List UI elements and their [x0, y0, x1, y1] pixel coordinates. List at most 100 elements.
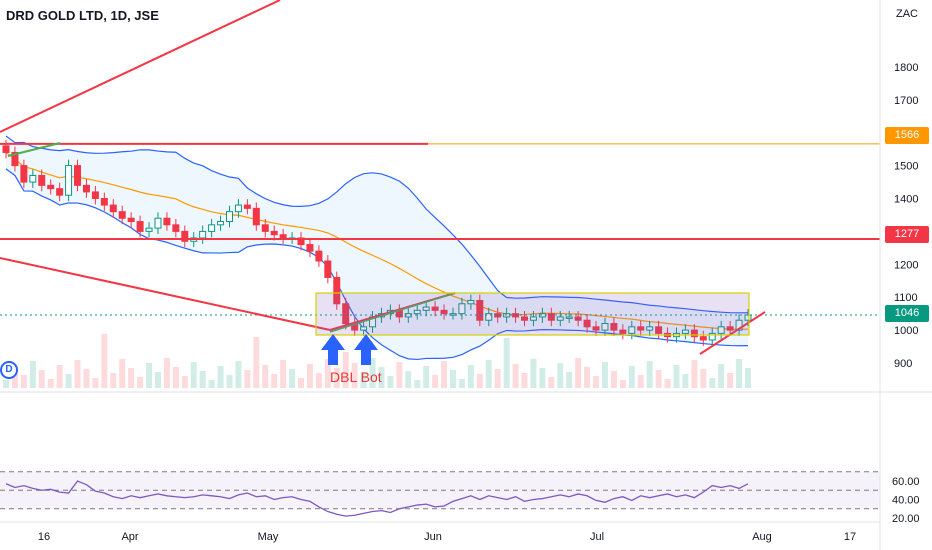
- volume-bar: [548, 377, 555, 388]
- volume-bar: [387, 376, 394, 388]
- volume-bar: [110, 373, 117, 388]
- volume-bar: [3, 380, 9, 388]
- candle: [324, 260, 332, 278]
- price-tick-label: 900: [894, 358, 912, 370]
- volume-bar: [736, 359, 743, 388]
- volume-bar: [494, 369, 501, 388]
- candle: [467, 299, 475, 305]
- candle: [440, 309, 448, 315]
- volume-bar: [610, 371, 617, 388]
- price-tick-label: 1400: [894, 194, 918, 206]
- volume-bar: [163, 358, 170, 388]
- price-tick-label: 1500: [894, 161, 918, 173]
- volume-bar: [619, 380, 626, 388]
- volume-bar: [449, 370, 456, 388]
- candle: [118, 211, 126, 219]
- candle: [38, 174, 46, 186]
- volume-bar: [56, 365, 63, 388]
- volume-bar: [727, 373, 734, 388]
- volume-bar: [351, 363, 358, 388]
- volume-bar: [154, 372, 161, 388]
- candle: [91, 191, 99, 199]
- candle: [637, 326, 645, 331]
- time-tick-label: May: [258, 531, 279, 543]
- time-tick-label: Jul: [590, 531, 604, 543]
- volume-bar: [458, 379, 465, 388]
- candle: [29, 174, 37, 183]
- volume-bar: [369, 358, 376, 388]
- candle: [565, 316, 573, 319]
- candle: [413, 309, 421, 315]
- volume-bar: [637, 375, 644, 388]
- candle: [547, 313, 555, 321]
- volume-bar: [306, 364, 313, 388]
- candle: [458, 303, 466, 315]
- candle: [422, 306, 430, 311]
- candle: [100, 198, 108, 206]
- volume-bar: [262, 365, 269, 388]
- volume-bar: [476, 374, 483, 388]
- volume-bar: [360, 372, 367, 388]
- trendline-upper-arc: [0, 0, 281, 133]
- candle: [65, 165, 73, 196]
- volume-bar: [745, 368, 751, 388]
- arrow-up-icon: [321, 334, 345, 365]
- green-channel-line: [329, 292, 456, 333]
- candle: [601, 323, 609, 331]
- volume-bar: [655, 370, 662, 388]
- candle: [270, 230, 278, 236]
- candle: [655, 326, 663, 334]
- volume-bar: [181, 376, 188, 388]
- candle: [56, 188, 64, 196]
- volume-bar: [467, 365, 474, 388]
- time-tick-label: 17: [844, 531, 856, 543]
- volume-bar: [217, 366, 224, 388]
- volume-bar: [298, 378, 305, 388]
- candle: [699, 336, 707, 341]
- candle: [82, 184, 90, 193]
- volume-bar: [628, 366, 635, 388]
- candle: [556, 316, 564, 321]
- volume-bar: [432, 375, 439, 388]
- chart-title: DRD GOLD LTD, 1D, JSE: [6, 8, 159, 23]
- volume-bar: [226, 375, 233, 388]
- volume-bar: [324, 359, 331, 388]
- candle: [610, 323, 618, 331]
- trendline-lower: [0, 257, 331, 331]
- volume-bar: [646, 361, 653, 388]
- candle: [74, 165, 82, 186]
- volume-bar: [253, 337, 260, 388]
- candle: [529, 316, 537, 321]
- volume-bar: [119, 359, 126, 388]
- candle: [181, 230, 189, 242]
- volume-bar: [244, 370, 251, 388]
- candle: [208, 224, 216, 232]
- volume-bar: [664, 379, 671, 388]
- volume-bar: [146, 363, 153, 388]
- volume-bar: [137, 377, 144, 388]
- candle: [735, 319, 743, 331]
- volume-bar: [593, 376, 600, 388]
- volume-bar: [83, 369, 90, 388]
- arrow-up-icon: [354, 334, 378, 365]
- dividend-icon[interactable]: D: [0, 361, 18, 379]
- candle: [521, 316, 529, 321]
- price-label-1277: 1277: [885, 226, 929, 243]
- candle: [342, 303, 350, 325]
- candle: [243, 204, 251, 209]
- candle: [476, 299, 484, 321]
- volume-bar: [396, 362, 403, 388]
- volume-bar: [92, 378, 99, 388]
- candle: [726, 326, 734, 331]
- bollinger-fill: [6, 135, 748, 360]
- volume-bar: [280, 360, 287, 388]
- price-tick-label: 1800: [894, 62, 918, 74]
- candle: [145, 227, 153, 232]
- volume-bar: [673, 365, 680, 388]
- volume-bar: [485, 360, 492, 388]
- volume-bar: [441, 361, 448, 388]
- candle: [172, 224, 180, 232]
- volume-bar: [29, 361, 36, 388]
- candle: [234, 204, 242, 213]
